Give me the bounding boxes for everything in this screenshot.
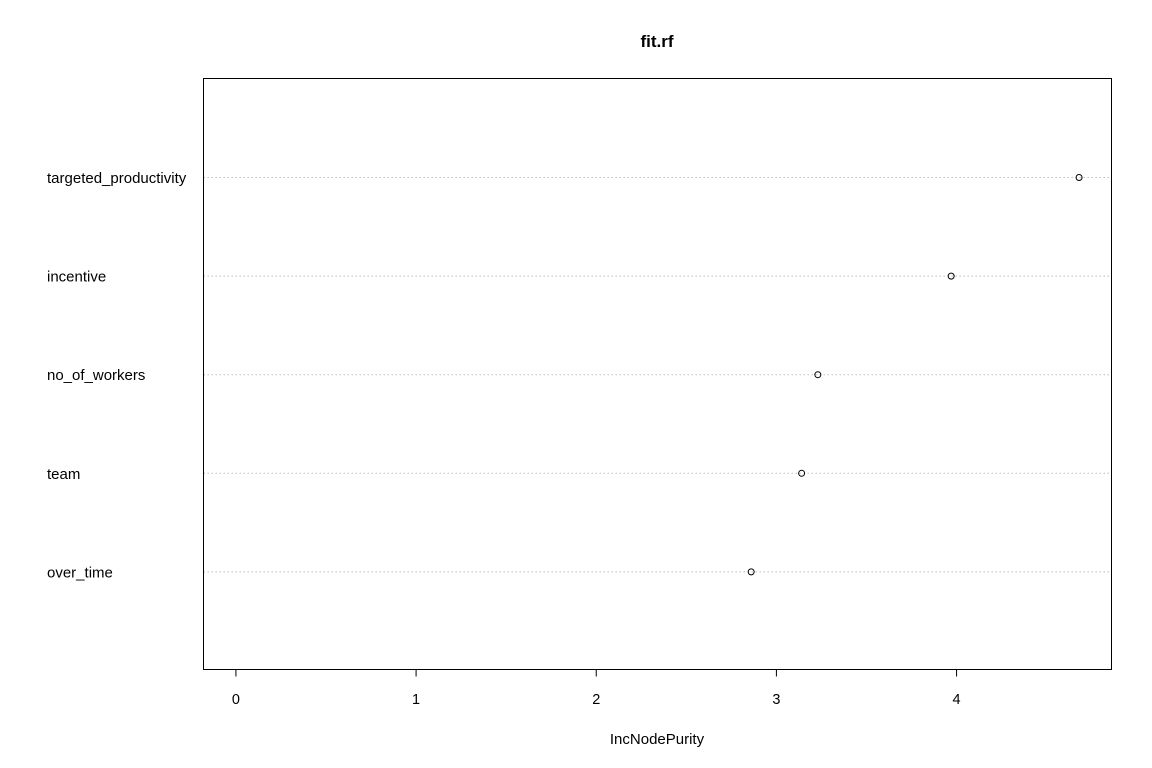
data-point	[798, 469, 806, 477]
category-label: over_time	[47, 564, 113, 581]
category-label: targeted_productivity	[47, 170, 187, 187]
chart-title: fit.rf	[640, 32, 673, 51]
x-tick-label: 1	[412, 692, 420, 708]
data-points	[747, 174, 1083, 576]
x-tick-label: 3	[772, 692, 780, 708]
category-label: team	[47, 466, 80, 483]
plot-frame	[203, 78, 1112, 670]
x-tick-label: 0	[232, 692, 240, 708]
data-point	[747, 568, 755, 576]
gridlines	[203, 177, 1112, 573]
x-axis-label: IncNodePurity	[610, 731, 705, 748]
data-point	[814, 371, 822, 379]
category-label: no_of_workers	[47, 367, 145, 384]
data-point	[1075, 174, 1083, 181]
x-tick-label: 4	[953, 692, 961, 708]
category-labels: targeted_productivity incentive no_of_work…	[47, 170, 187, 581]
x-tick-label: 2	[592, 692, 600, 708]
category-label: incentive	[47, 269, 106, 286]
data-point	[947, 272, 955, 280]
x-axis: 0 1 2 3 4	[232, 669, 961, 708]
